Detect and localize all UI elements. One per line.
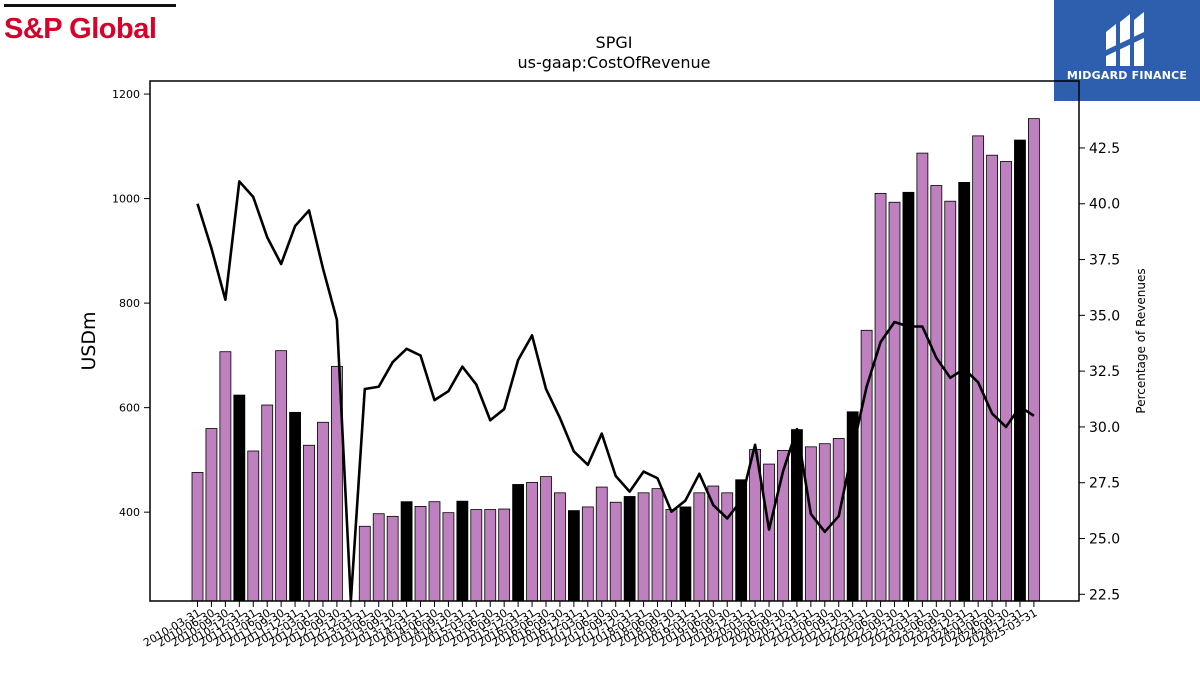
y2-tick-label: 30.0 [1089, 420, 1120, 436]
y-tick-label: 800 [119, 297, 140, 310]
percentage-line-series [196, 180, 1035, 603]
y2-tick-label: 32.5 [1089, 364, 1120, 380]
bar-2016-12-31 [567, 510, 580, 602]
bar-2019-03-31 [693, 492, 706, 602]
bar-2017-03-31 [581, 506, 594, 602]
plot-frame [149, 80, 1080, 602]
bar-2017-12-31 [623, 496, 636, 602]
bar-2017-09-30 [609, 501, 622, 602]
bar-2010-12-31 [233, 394, 246, 602]
bar-2021-12-31 [846, 411, 859, 602]
bar-2019-09-30 [721, 492, 734, 602]
bar-2016-09-30 [554, 492, 566, 602]
y2-tick-label: 42.5 [1089, 141, 1120, 157]
midgard-finance-logo-text: MIDGARD FINANCE [1066, 69, 1188, 82]
bar-2010-03-31 [191, 472, 204, 602]
bar-2015-03-31 [470, 509, 483, 602]
bar-2013-09-30 [386, 515, 399, 602]
bar-2023-09-30 [944, 200, 957, 602]
bar-2013-12-31 [400, 501, 413, 602]
bar-2010-06-30 [205, 428, 218, 602]
bar-2024-06-30 [986, 154, 998, 602]
bar-2016-06-30 [540, 476, 552, 602]
bar-2014-09-30 [442, 512, 455, 602]
bar-2013-06-30 [372, 513, 385, 602]
bar-2025-03-31 [1028, 118, 1040, 602]
bar-2022-09-30 [888, 201, 901, 602]
y2-tick-label: 27.5 [1089, 476, 1120, 492]
x-axis-ticks: 2010-03-312010-06-302010-09-302010-12-31… [141, 601, 1039, 650]
y2-tick-label: 37.5 [1089, 253, 1120, 269]
y2-axis-label: Percentage of Revenues [1134, 268, 1148, 413]
y-tick-label: 600 [119, 402, 140, 415]
y2-tick-label: 22.5 [1089, 587, 1120, 603]
bar-2021-03-31 [804, 446, 817, 602]
y-tick-label: 1000 [112, 193, 140, 206]
bar-2011-03-31 [247, 450, 260, 602]
bar-2011-06-30 [261, 404, 274, 602]
percentage-line [196, 180, 1035, 603]
bar-series [191, 118, 1040, 602]
bar-2018-12-31 [679, 506, 692, 602]
left-axis-ticks: 400 600 800 1000 1200 [112, 88, 150, 519]
bar-2018-06-30 [651, 488, 664, 602]
bar-2010-09-30 [219, 351, 232, 602]
sp-global-logo-text: S&P Global [4, 13, 157, 45]
bar-2013-03-31 [358, 525, 371, 602]
bar-2018-09-30 [665, 509, 678, 602]
bar-2015-06-30 [484, 509, 497, 602]
bar-2015-12-31 [512, 484, 525, 602]
bar-2022-06-30 [874, 192, 887, 602]
bar-2024-03-31 [972, 135, 985, 602]
midgard-mark-icon [1106, 12, 1144, 66]
bar-2023-03-31 [916, 152, 929, 602]
chart-subtitle: us-gaap:CostOfRevenue [517, 53, 710, 72]
bar-2012-03-31 [303, 444, 315, 602]
bar-2020-06-30 [763, 463, 775, 602]
y-tick-label: 1200 [112, 88, 140, 101]
bar-2024-09-30 [1000, 161, 1012, 602]
bar-2014-12-31 [456, 500, 469, 602]
y2-tick-label: 40.0 [1089, 197, 1120, 213]
bar-2011-09-30 [275, 350, 288, 602]
bar-2018-03-31 [637, 492, 650, 602]
bar-2021-06-30 [818, 443, 831, 602]
right-axis-ticks: 22.5 25.0 27.5 30.0 32.5 35.0 37.5 40.0 42.5 [1079, 141, 1120, 603]
bar-2014-03-31 [414, 506, 427, 602]
bar-2022-12-31 [902, 191, 915, 602]
y-axis-label: USDm [78, 311, 100, 370]
bar-2012-06-30 [317, 421, 329, 602]
bar-2017-06-30 [595, 486, 608, 602]
logo-rule [4, 4, 176, 7]
bar-2024-12-31 [1014, 139, 1026, 602]
bar-2014-06-30 [428, 501, 441, 602]
y-tick-label: 400 [119, 506, 140, 519]
bar-2011-12-31 [289, 411, 301, 602]
bar-2016-03-31 [526, 481, 538, 602]
sp-global-logo: S&P Global [4, 4, 176, 46]
y2-tick-label: 25.0 [1089, 532, 1120, 548]
bar-2023-12-31 [958, 181, 971, 602]
bar-2015-09-30 [498, 508, 511, 602]
y2-tick-label: 35.0 [1089, 308, 1120, 324]
chart-title: SPGI [596, 33, 633, 52]
bar-2023-06-30 [930, 185, 943, 602]
